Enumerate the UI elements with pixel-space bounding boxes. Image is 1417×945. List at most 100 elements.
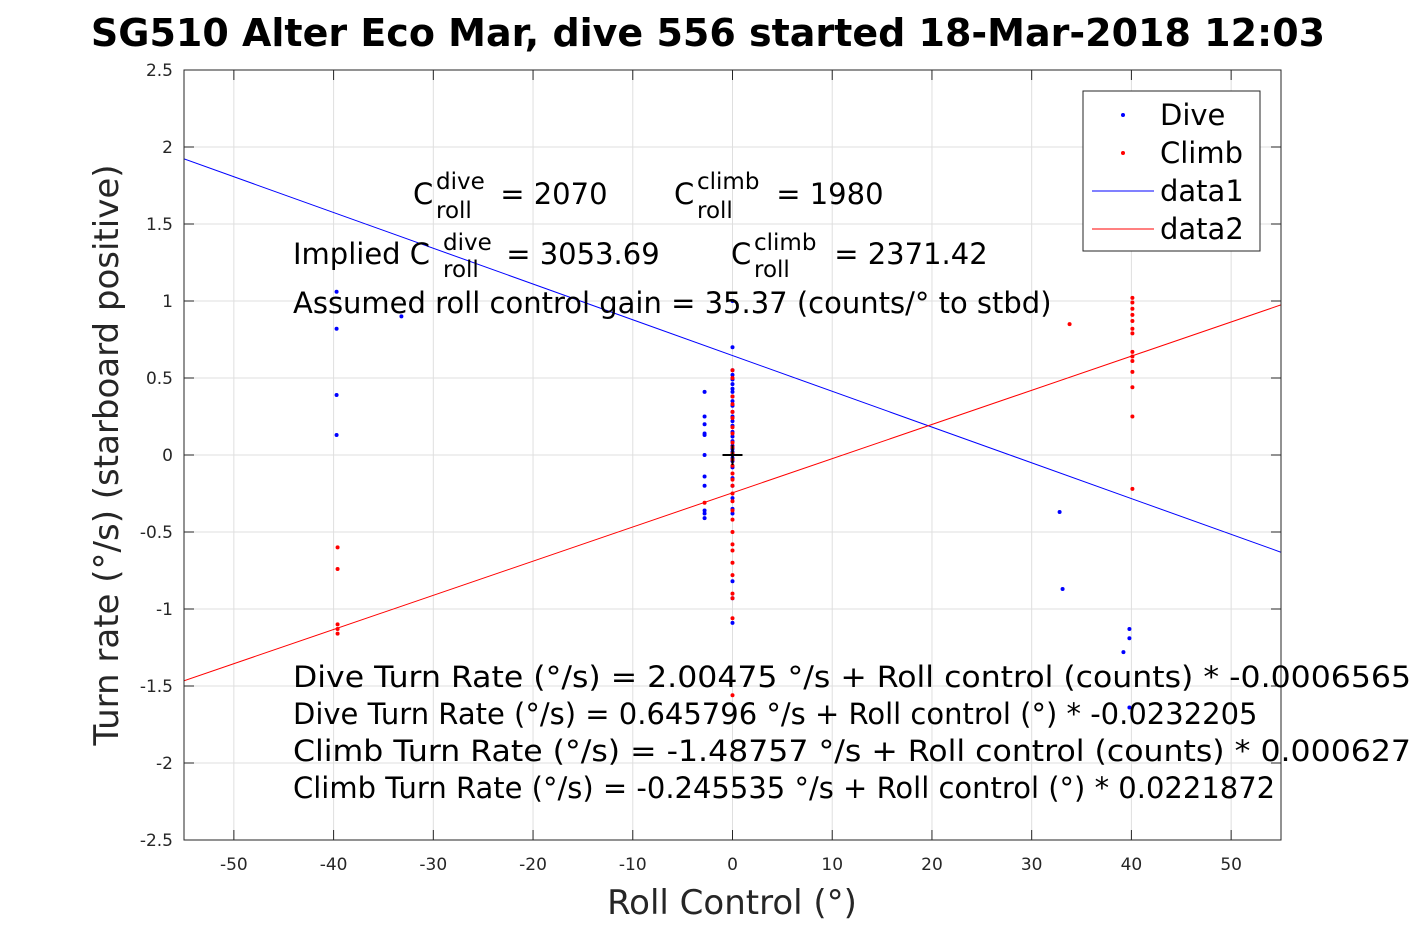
point-climb <box>730 517 735 522</box>
point-climb <box>1130 349 1135 354</box>
point-climb <box>1130 319 1135 324</box>
legend-data1-label: data1 <box>1160 174 1244 208</box>
implied-dive: Implied C dive roll = 3053.69 <box>293 230 660 283</box>
point-dive <box>730 386 735 391</box>
point-climb <box>1130 359 1135 364</box>
point-dive <box>702 511 707 516</box>
equation-annotations: Dive Turn Rate (°/s) = 2.00475 °/s + Rol… <box>293 660 1411 805</box>
point-dive <box>730 389 735 394</box>
point-dive <box>730 434 735 439</box>
point-climb <box>1130 295 1135 300</box>
implied-prefix: Implied C <box>293 237 430 271</box>
point-dive <box>702 422 707 427</box>
x-axis-label: Roll Control (°) <box>607 883 857 923</box>
point-dive <box>702 414 707 419</box>
point-dive <box>730 620 735 625</box>
point-dive <box>730 382 735 387</box>
x-tick-label: 0 <box>727 855 738 875</box>
point-climb <box>1130 354 1135 359</box>
c-main: C <box>413 177 433 211</box>
gain-annotation: Assumed roll control gain = 35.37 (count… <box>293 286 1052 320</box>
y-tick-label: 0.5 <box>146 369 173 389</box>
point-dive <box>702 508 707 513</box>
x-tick-label: -40 <box>320 855 348 875</box>
point-climb <box>335 631 340 636</box>
point-dive <box>730 399 735 404</box>
point-climb <box>730 693 735 698</box>
point-climb <box>730 573 735 578</box>
point-dive <box>702 516 707 521</box>
point-climb <box>730 483 735 488</box>
point-dive <box>730 372 735 377</box>
point-climb <box>730 591 735 596</box>
point-climb <box>730 431 735 436</box>
point-dive <box>702 474 707 479</box>
point-dive <box>702 432 707 437</box>
c-roll-dive-value: = 2070 <box>491 177 608 211</box>
point-dive <box>334 289 339 294</box>
point-dive <box>730 511 735 516</box>
point-dive <box>1127 636 1132 641</box>
point-climb <box>335 627 340 632</box>
point-climb <box>730 560 735 565</box>
point-dive <box>702 483 707 488</box>
point-dive <box>399 314 404 319</box>
point-dive <box>334 432 339 437</box>
legend-climb-marker <box>1121 151 1125 155</box>
y-tick-label: -2.5 <box>140 831 173 851</box>
point-dive <box>730 419 735 424</box>
point-dive <box>1127 627 1132 632</box>
point-climb <box>730 440 735 445</box>
y-tick-label: -1 <box>156 600 173 620</box>
y-tick-label: 0 <box>162 446 173 466</box>
point-climb <box>1130 331 1135 336</box>
y-tick-label: -1.5 <box>140 677 173 697</box>
point-climb <box>730 491 735 496</box>
legend-dive-label: Dive <box>1160 98 1225 132</box>
c-main: C <box>731 237 751 271</box>
point-dive <box>334 326 339 331</box>
x-tick-label: 20 <box>921 855 943 875</box>
point-dive <box>1127 705 1132 710</box>
point-climb <box>730 368 735 373</box>
point-climb <box>1130 385 1135 390</box>
climb-sup: climb <box>754 230 816 256</box>
equation-climb-counts: Climb Turn Rate (°/s) = -1.48757 °/s + R… <box>293 734 1411 768</box>
point-climb <box>702 500 707 505</box>
point-climb <box>730 471 735 476</box>
point-climb <box>1130 414 1135 419</box>
point-climb <box>1067 322 1072 327</box>
legend: Dive Climb data1 data2 <box>1082 90 1261 252</box>
legend-box <box>1082 90 1261 252</box>
point-climb <box>335 622 340 627</box>
point-climb <box>730 616 735 621</box>
point-climb <box>730 477 735 482</box>
y-tick-label: 2 <box>162 138 173 158</box>
implied-climb-value: = 2371.42 <box>825 237 988 271</box>
point-dive <box>730 496 735 501</box>
point-dive <box>702 389 707 394</box>
roll-sub: roll <box>754 257 790 283</box>
center-marker <box>722 445 743 465</box>
point-climb <box>335 566 340 571</box>
point-climb <box>335 545 340 550</box>
x-tick-label: -50 <box>220 855 248 875</box>
fit-line-data1 <box>184 158 1281 553</box>
y-tick-label: 2.5 <box>146 61 173 81</box>
point-climb <box>730 530 735 534</box>
point-climb <box>730 425 735 430</box>
c-main: C <box>674 177 694 211</box>
point-climb <box>730 402 735 407</box>
roll-sub: roll <box>436 198 472 224</box>
implied-dive-value: = 3053.69 <box>497 237 660 271</box>
dive-sup: dive <box>443 230 492 256</box>
chart-title: SG510 Alter Eco Mar, dive 556 started 18… <box>91 11 1325 55</box>
point-dive <box>334 392 339 397</box>
point-climb <box>730 508 735 513</box>
point-climb <box>1130 312 1135 317</box>
x-axis-ticks: -50 -40 -30 -20 -10 0 10 20 30 40 50 <box>220 70 1242 875</box>
point-dive <box>1121 650 1126 655</box>
